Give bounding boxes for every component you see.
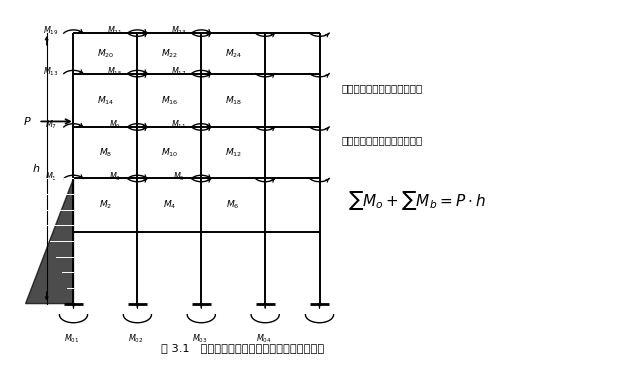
Text: $M_{12}$: $M_{12}$	[225, 146, 242, 159]
Text: $M_{21}$: $M_{21}$	[107, 25, 123, 38]
Text: $\sum M_o + \sum M_b = P \cdot h$: $\sum M_o + \sum M_b = P \cdot h$	[348, 189, 486, 212]
Text: $M_{9}$: $M_{9}$	[109, 119, 121, 131]
Text: $M_{01}$: $M_{01}$	[65, 332, 80, 345]
Text: $M_{7}$: $M_{7}$	[45, 119, 57, 131]
Text: $M_{02}$: $M_{02}$	[128, 332, 144, 345]
Text: $M_{8}$: $M_{8}$	[99, 146, 112, 159]
Polygon shape	[26, 178, 73, 304]
Text: $M_{5}$: $M_{5}$	[173, 170, 185, 183]
Text: $M_{13}$: $M_{13}$	[43, 66, 59, 78]
Text: $M_{2}$: $M_{2}$	[99, 199, 112, 211]
Text: $M_{3}$: $M_{3}$	[109, 170, 121, 183]
Text: $M_{18}$: $M_{18}$	[224, 94, 242, 106]
Text: $M_{16}$: $M_{16}$	[160, 94, 178, 106]
Text: $M_{14}$: $M_{14}$	[96, 94, 114, 106]
Text: $M_{17}$: $M_{17}$	[171, 66, 187, 78]
Text: $M_{4}$: $M_{4}$	[163, 199, 176, 211]
Text: $M_{04}$: $M_{04}$	[256, 332, 272, 345]
Text: $M_{03}$: $M_{03}$	[192, 332, 208, 345]
Text: $M_{22}$: $M_{22}$	[161, 47, 178, 60]
Text: $M_{20}$: $M_{20}$	[96, 47, 114, 60]
Text: $M_{10}$: $M_{10}$	[160, 146, 178, 159]
Text: $h$: $h$	[32, 162, 40, 174]
Text: $P$: $P$	[23, 116, 32, 127]
Text: $M_{1}$: $M_{1}$	[45, 170, 57, 183]
Text: 供；基底弯矩由悬挑因素提供: 供；基底弯矩由悬挑因素提供	[342, 135, 423, 145]
Text: 图 3.1   框架梁端塑性铰出现与结构整体刚度影响: 图 3.1 框架梁端塑性铰出现与结构整体刚度影响	[161, 343, 325, 353]
Text: $M_{15}$: $M_{15}$	[107, 66, 123, 78]
Text: $M_{24}$: $M_{24}$	[224, 47, 242, 60]
Text: $M_{11}$: $M_{11}$	[171, 119, 187, 131]
Text: $M_{23}$: $M_{23}$	[171, 25, 187, 38]
Text: $M_{19}$: $M_{19}$	[43, 25, 59, 38]
Text: $M_{6}$: $M_{6}$	[226, 199, 240, 211]
Text: 基底轴向反力由梁约束弯矩提: 基底轴向反力由梁约束弯矩提	[342, 83, 423, 93]
